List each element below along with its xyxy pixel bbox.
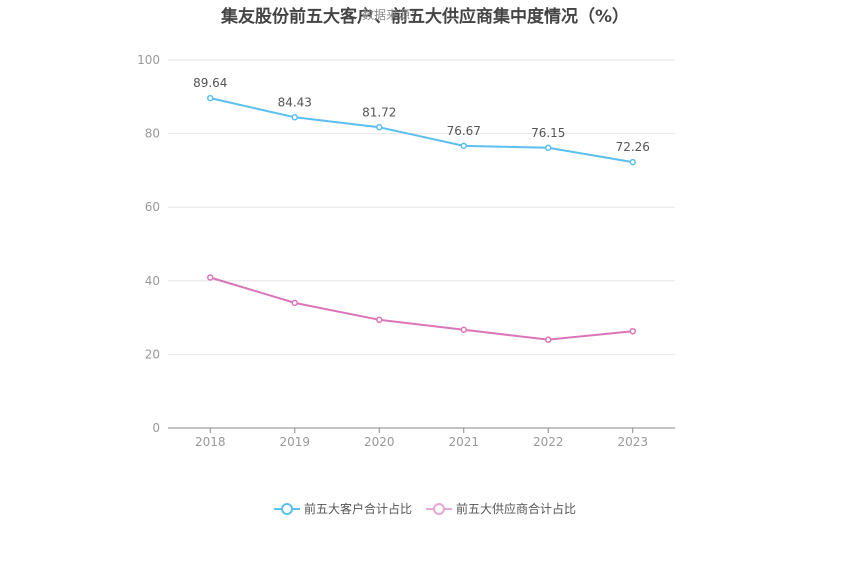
x-tick-label: 2022 xyxy=(533,435,564,449)
data-point xyxy=(376,316,383,324)
legend-label: 前五大客户合计占比 xyxy=(303,502,412,516)
x-tick-label: 2021 xyxy=(448,435,479,449)
x-tick-label: 2018 xyxy=(195,435,226,449)
y-tick-label: 20 xyxy=(145,347,160,361)
data-point xyxy=(207,94,214,102)
data-label: 89.64 xyxy=(193,76,227,90)
data-label: 72.26 xyxy=(616,140,650,154)
data-point xyxy=(460,142,467,150)
data-point xyxy=(207,274,214,281)
data-point xyxy=(460,326,467,333)
data-point xyxy=(545,336,552,343)
series-line-1 xyxy=(210,97,633,164)
chart-title: 集友股份前五大客户、前五大供应商集中度情况（%） xyxy=(220,7,630,27)
x-tick-label: 2023 xyxy=(617,435,648,449)
y-tick-label: 100 xyxy=(137,53,160,67)
chart-legend: 前五大客户合计占比 前五大供应商合计占比 xyxy=(0,500,850,517)
data-point xyxy=(629,327,636,335)
data-label: 84.43 xyxy=(278,95,312,109)
y-tick-label: 0 xyxy=(152,421,160,435)
legend-item-suppliers[interactable]: 前五大供应商合计占比 xyxy=(426,500,576,517)
data-point xyxy=(291,114,298,121)
data-label: 76.15 xyxy=(531,126,565,140)
x-tick-label: 2019 xyxy=(279,435,310,449)
data-label: 76.67 xyxy=(447,124,481,138)
legend-item-customers[interactable]: 前五大客户合计占比 xyxy=(273,500,412,517)
data-label: 81.72 xyxy=(362,105,396,119)
source-watermark: 数据来源： xyxy=(362,8,423,22)
legend-marker-icon xyxy=(426,502,452,515)
data-point xyxy=(291,299,298,307)
y-tick-label: 60 xyxy=(145,200,160,214)
legend-marker-icon xyxy=(273,502,300,515)
y-tick-label: 80 xyxy=(145,127,160,141)
legend-label: 前五大供应商合计占比 xyxy=(456,502,577,516)
data-point xyxy=(376,124,383,131)
series-line-2 xyxy=(209,276,633,341)
data-point xyxy=(545,144,552,152)
y-tick-label: 40 xyxy=(145,274,160,288)
data-point xyxy=(629,158,636,166)
x-tick-label: 2020 xyxy=(364,435,395,449)
